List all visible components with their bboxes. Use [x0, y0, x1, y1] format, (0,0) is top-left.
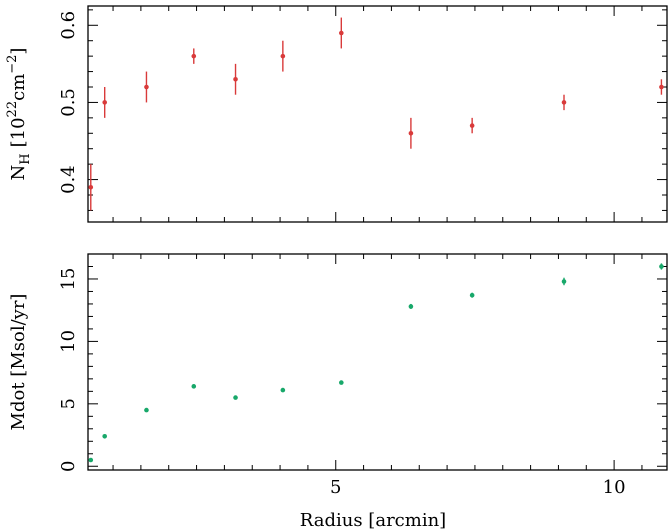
nh-data-point — [280, 53, 286, 59]
mdot-ticks: 5 10 0 5 10 15 — [58, 253, 667, 498]
mdot-data-point — [408, 304, 414, 309]
mdot-data-point — [102, 433, 108, 439]
nh-data-point — [339, 30, 344, 36]
mdot-data-point — [280, 387, 286, 393]
mdot-data-point — [339, 380, 344, 385]
mdot-data-point — [144, 407, 149, 413]
nh-y-axis-label: NH [1022cm−2] — [5, 48, 33, 181]
mdot-data-point — [659, 264, 664, 269]
nh-ylabel-sup1: 22 — [5, 101, 20, 118]
nh-data-point — [144, 84, 149, 90]
nh-plot-frame — [87, 5, 668, 223]
nh-data-points — [88, 17, 664, 211]
mdot-data-point — [191, 384, 197, 389]
nh-ticks: 0.4 0.5 0.6 — [58, 6, 667, 222]
nh-data-point — [233, 76, 238, 82]
mdot-y-tick-label: 15 — [58, 268, 79, 291]
nh-data-point — [191, 53, 197, 59]
x-axis-label: Radius [arcmin] — [300, 510, 446, 531]
mdot-y-tick-label: 0 — [58, 461, 79, 472]
mdot-panel: 5 10 0 5 10 15 Mdot [Msol/yr] Radius [arcmin] — [8, 253, 668, 531]
mdot-y-axis-label: Mdot [Msol/yr] — [8, 294, 29, 431]
x-tick-label: 5 — [330, 477, 341, 498]
nh-ylabel-base: N — [8, 165, 29, 181]
nh-data-point — [469, 123, 475, 128]
mdot-plot-frame — [87, 253, 668, 471]
x-tick-label: 10 — [603, 477, 626, 498]
mdot-y-tick-label: 10 — [58, 330, 79, 353]
mdot-data-point — [233, 395, 238, 400]
nh-ylabel-sup2: −2 — [5, 55, 20, 74]
mdot-data-point — [561, 279, 567, 284]
nh-ylabel-sub: H — [18, 153, 33, 164]
nh-data-point — [102, 100, 108, 105]
nh-data-point — [88, 184, 94, 190]
nh-y-tick-label: 0.6 — [58, 11, 79, 40]
nh-panel: 0.4 0.5 0.6 NH [1022cm−2] — [5, 5, 668, 223]
nh-data-point — [561, 100, 567, 105]
mdot-y-tick-label: 5 — [58, 398, 79, 409]
mdot-data-point — [469, 292, 475, 298]
nh-ylabel-open: [10 — [8, 117, 29, 147]
nh-data-point — [659, 84, 664, 90]
mdot-data-points — [88, 263, 664, 463]
nh-ylabel-close: ] — [8, 48, 29, 55]
nh-y-tick-label: 0.4 — [58, 165, 79, 194]
nh-ylabel-unit: cm — [8, 74, 29, 101]
mdot-data-point — [88, 457, 94, 463]
nh-data-point — [408, 130, 414, 136]
nh-y-tick-label: 0.5 — [58, 88, 79, 117]
